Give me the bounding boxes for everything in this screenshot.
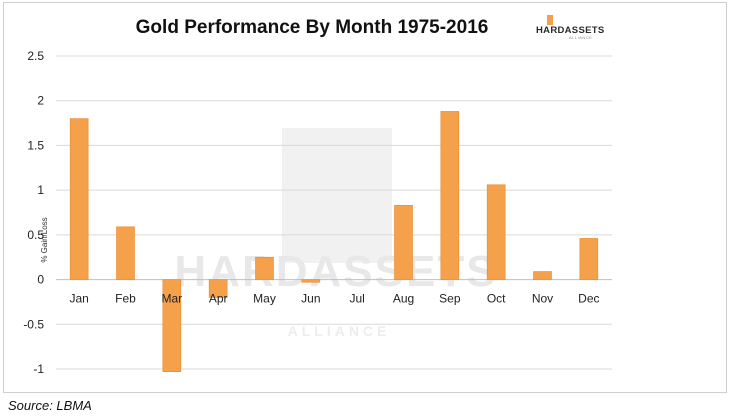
- logo-text: HARDASSETS: [536, 25, 604, 36]
- bar-nov: [533, 271, 552, 280]
- bar-aug: [394, 205, 413, 280]
- x-tick-label: Apr: [209, 292, 228, 306]
- x-tick-label: Jul: [349, 292, 364, 306]
- y-tick-label: -0.5: [23, 317, 44, 331]
- x-tick-label: Feb: [115, 292, 136, 306]
- watermark-tower-shape: [282, 128, 392, 263]
- y-axis-ticks: 2.5 2 1.5 1 0.5 0 -0.5 -1: [23, 49, 44, 376]
- bars: [69, 111, 599, 372]
- x-tick-label: Sep: [439, 292, 461, 306]
- logo: HARDASSETS ALLIANCE: [536, 15, 604, 40]
- x-tick-label: Aug: [393, 292, 414, 306]
- bar-oct: [486, 184, 506, 280]
- logo-mark: [547, 15, 553, 25]
- bar-dec: [579, 238, 599, 280]
- bar-may: [255, 256, 274, 280]
- gridlines: [56, 55, 612, 370]
- bar-jan: [69, 118, 89, 280]
- x-tick-label: Jun: [301, 292, 320, 306]
- logo-subtext: ALLIANCE: [569, 35, 592, 40]
- bar-chart: HARDASSETS ALLIANCE Gold Performance By …: [23, 15, 612, 376]
- y-tick-label: 0: [37, 273, 44, 287]
- y-tick-label: 1.5: [27, 138, 44, 152]
- x-tick-label: Mar: [161, 292, 182, 306]
- y-tick-label: 2: [37, 94, 44, 108]
- watermark-sub-text: ALLIANCE: [288, 323, 391, 339]
- x-tick-label: May: [253, 292, 276, 306]
- y-tick-label: -1: [33, 362, 44, 376]
- chart-frame: HARDASSETS ALLIANCE Gold Performance By …: [3, 2, 727, 393]
- chart-title: Gold Performance By Month 1975-2016: [136, 17, 489, 38]
- x-tick-label: Dec: [578, 292, 599, 306]
- source-note: Source: LBMA: [8, 398, 92, 413]
- bar-feb: [116, 226, 135, 280]
- y-axis-label: % Gain/Loss: [40, 217, 49, 262]
- y-tick-label: 1: [37, 183, 44, 197]
- y-tick-label: 2.5: [27, 49, 44, 63]
- x-axis-ticks: Jan Feb Mar Apr May Jun Jul Aug Sep Oct Nov Dec: [69, 292, 599, 306]
- bar-apr: [208, 279, 228, 298]
- x-tick-label: Nov: [532, 292, 553, 306]
- bar-jun: [301, 279, 321, 283]
- bar-mar: [162, 279, 182, 372]
- x-tick-label: Oct: [487, 292, 506, 306]
- bar-sep: [440, 111, 460, 280]
- x-tick-label: Jan: [69, 292, 88, 306]
- y-tick-label: 0.5: [27, 228, 44, 242]
